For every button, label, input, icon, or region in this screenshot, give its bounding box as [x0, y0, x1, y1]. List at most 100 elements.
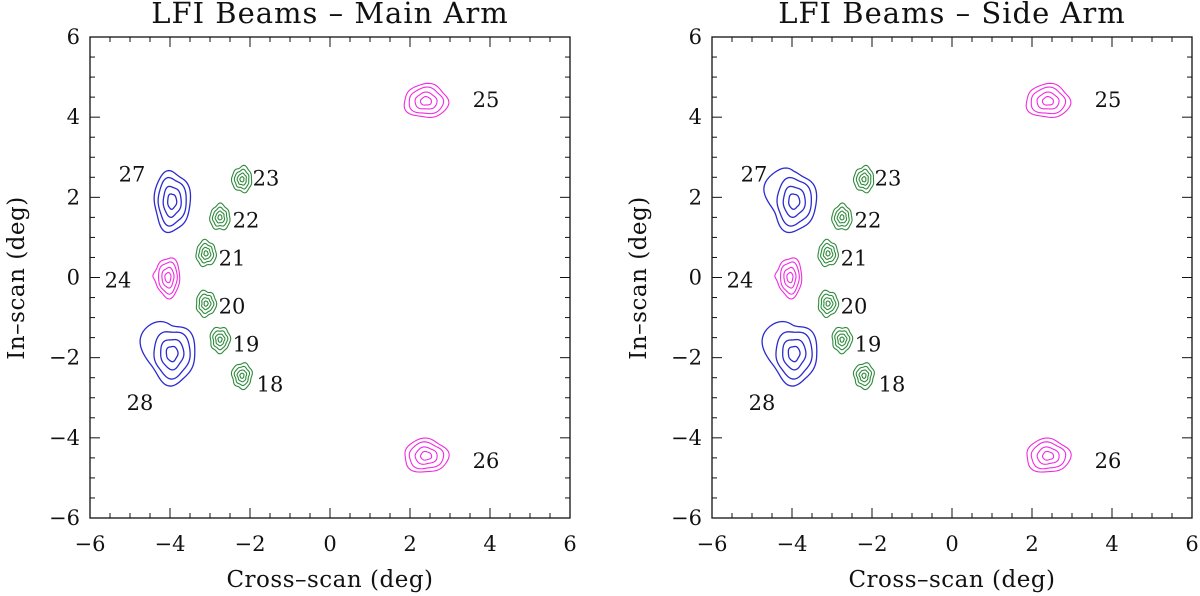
- beam-28: 28: [127, 320, 196, 415]
- beam-25: 25: [1025, 82, 1122, 118]
- beam-contour: [774, 257, 803, 300]
- beam-contour: [782, 185, 806, 218]
- beam-19: 19: [831, 326, 882, 357]
- beam-contour: [212, 330, 229, 351]
- beam-contour: [1036, 91, 1060, 110]
- x-tick-label: 4: [1105, 532, 1118, 556]
- beam-contour: [167, 193, 178, 210]
- x-tick-label: 4: [483, 532, 496, 556]
- beam-contour: [198, 293, 215, 315]
- y-tick-label: 2: [689, 185, 702, 209]
- beam-contour: [1030, 86, 1067, 115]
- beam-contour: [1041, 96, 1054, 106]
- beam-contour: [209, 326, 232, 355]
- beam-contour: [214, 210, 226, 224]
- beam-contour: [1041, 450, 1055, 461]
- panel-main-arm: LFI Beams – Main Arm Cross–scan (deg) In…: [4, 0, 577, 593]
- beam-label: 19: [233, 333, 260, 357]
- beam-label: 18: [879, 373, 906, 397]
- x-tick-label: 2: [403, 532, 416, 556]
- chart-title: LFI Beams – Side Arm: [778, 0, 1126, 30]
- beam-contour: [200, 246, 212, 260]
- beam-contour: [139, 320, 196, 387]
- beam-label: 19: [855, 333, 882, 357]
- beam-26: 26: [1026, 437, 1121, 473]
- beam-20: 20: [195, 289, 245, 319]
- beam-contour: [164, 271, 172, 284]
- x-tick-label: 0: [945, 532, 958, 556]
- y-tick-label: 2: [67, 185, 80, 209]
- beam-contour: [780, 261, 800, 295]
- x-tick-label: −6: [697, 532, 728, 556]
- y-tick-label: −2: [671, 346, 702, 370]
- beam-contour: [817, 289, 840, 319]
- beam-18: 18: [230, 362, 283, 397]
- beam-22: 22: [209, 202, 259, 232]
- y-tick-label: 4: [689, 105, 702, 129]
- y-tick-label: 4: [67, 105, 80, 129]
- y-tick-label: 0: [689, 266, 702, 290]
- beam-20: 20: [817, 289, 867, 319]
- beam-contour: [236, 172, 247, 186]
- chart-title: LFI Beams – Main Arm: [151, 0, 509, 30]
- beam-contour: [822, 246, 834, 260]
- beam-label: 21: [219, 246, 246, 270]
- beam-contour: [157, 176, 187, 227]
- beam-contour: [161, 266, 175, 289]
- beam-contour: [782, 338, 807, 371]
- beam-label: 26: [473, 449, 500, 473]
- beam-contour: [861, 372, 867, 379]
- y-tick-label: 6: [689, 25, 702, 49]
- beam-contour: [1036, 446, 1060, 465]
- beam-contour: [1025, 82, 1072, 118]
- y-tick-label: −4: [49, 426, 80, 450]
- panel-side-arm: LFI Beams – Side Arm Cross–scan (deg) In…: [626, 0, 1199, 593]
- x-tick-label: −6: [75, 532, 106, 556]
- beam-contour: [209, 202, 231, 231]
- beam-contour: [823, 297, 834, 311]
- beam-contour: [217, 214, 223, 221]
- beam-contour: [211, 206, 228, 227]
- beam-label: 27: [119, 162, 146, 186]
- beam-contour: [233, 168, 250, 190]
- y-tick-label: −2: [49, 346, 80, 370]
- beam-label: 22: [855, 208, 882, 232]
- x-tick-label: 2: [1025, 532, 1038, 556]
- beam-contour: [852, 164, 875, 194]
- beam-contour: [403, 82, 450, 118]
- beam-contour: [786, 271, 794, 284]
- beam-contour: [820, 242, 837, 264]
- beam-contour: [858, 369, 870, 383]
- beam-contour: [775, 331, 813, 380]
- beam-contour: [195, 289, 218, 319]
- beam-contour: [414, 91, 438, 110]
- beam-18: 18: [852, 362, 906, 397]
- beam-contour: [858, 172, 869, 186]
- beam-28: 28: [749, 320, 818, 415]
- beam-contour: [825, 300, 831, 307]
- y-axis-label: In–scan (deg): [626, 196, 652, 359]
- beam-contour: [217, 336, 223, 343]
- beam-25: 25: [403, 82, 499, 118]
- y-axis-label: In–scan (deg): [4, 196, 30, 359]
- beam-27: 27: [119, 162, 192, 234]
- y-tick-label: 0: [67, 266, 80, 290]
- beam-contour: [239, 372, 245, 379]
- beam-contour: [201, 297, 212, 311]
- beam-contour: [820, 293, 837, 315]
- beam-19: 19: [209, 326, 260, 357]
- beam-label: 24: [727, 269, 754, 293]
- beam-label: 28: [127, 391, 154, 415]
- beam-contour: [236, 369, 248, 383]
- beam-contour: [203, 250, 209, 257]
- beam-contour: [233, 365, 251, 387]
- beam-contour: [852, 362, 875, 391]
- beam-contour: [408, 86, 445, 115]
- beam-26: 26: [404, 437, 500, 473]
- beam-label: 25: [1095, 88, 1122, 112]
- beam-label: 23: [875, 166, 902, 190]
- beam-contour: [203, 300, 209, 307]
- beam-contour: [787, 345, 801, 363]
- beam-contour: [836, 333, 848, 347]
